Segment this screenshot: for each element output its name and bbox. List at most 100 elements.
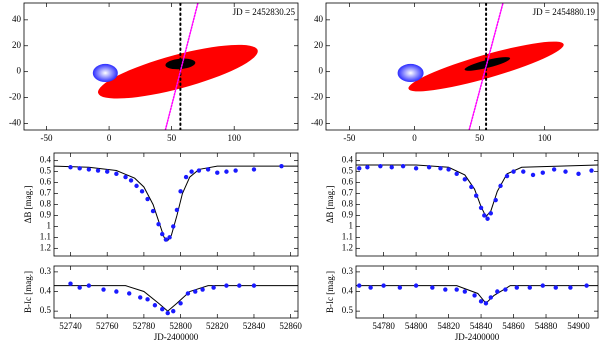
data-point xyxy=(178,301,183,306)
data-point xyxy=(233,168,238,173)
data-point xyxy=(478,205,484,210)
data-point xyxy=(493,197,498,203)
x-tick-label: 52780 xyxy=(133,321,156,331)
data-point xyxy=(150,208,156,214)
data-point xyxy=(185,291,191,296)
data-point xyxy=(495,289,500,294)
x-tick-label: 0 xyxy=(412,133,417,143)
y-tick-label: -40 xyxy=(9,118,21,128)
data-point xyxy=(527,285,532,290)
data-point xyxy=(478,299,484,304)
x-tick-label: 50 xyxy=(475,133,485,143)
data-point xyxy=(86,167,92,172)
data-point xyxy=(438,166,443,171)
y-tick-label: 1.1 xyxy=(342,231,353,241)
y-tick-label: 0.5 xyxy=(40,305,52,315)
plot-area xyxy=(54,281,298,316)
data-point xyxy=(485,216,490,221)
x-tick-label: 100 xyxy=(227,133,241,143)
plot-area xyxy=(356,283,598,306)
data-point xyxy=(114,171,119,177)
data-point xyxy=(365,165,370,170)
data-point xyxy=(174,207,180,213)
y-tick-label: 0 xyxy=(17,66,22,76)
y-axis-label: ΔB [mag.] xyxy=(325,186,335,224)
data-point xyxy=(488,295,494,300)
data-point xyxy=(551,167,557,172)
x-axis-label: JD-2400000 xyxy=(455,332,500,342)
y-tick-label: 0.7 xyxy=(342,188,354,198)
y-axis-label: ΔB [mag.] xyxy=(23,186,33,224)
data-point xyxy=(152,303,158,308)
x-tick-label: -50 xyxy=(343,133,355,143)
x-tick-label: 54820 xyxy=(437,321,460,331)
data-point xyxy=(488,211,494,216)
model-line xyxy=(356,164,598,218)
y-tick-label: 1 xyxy=(47,220,52,230)
data-point xyxy=(462,177,468,182)
data-point xyxy=(397,285,403,290)
x-tick-label: 0 xyxy=(107,133,112,143)
data-point xyxy=(400,163,406,169)
axes-frame xyxy=(355,265,599,319)
data-point xyxy=(77,285,82,290)
y-tick-label: 20 xyxy=(314,40,324,50)
model-line xyxy=(54,165,298,242)
data-point xyxy=(504,173,510,179)
y-tick-label: 0.4 xyxy=(40,286,52,296)
data-point xyxy=(472,293,477,298)
x-tick-label: 54900 xyxy=(567,321,590,331)
x-axis-label: JD-2400000 xyxy=(154,332,199,342)
data-point xyxy=(160,231,165,237)
data-point xyxy=(134,183,139,189)
plot-area xyxy=(397,3,564,130)
data-point xyxy=(196,168,202,173)
y-axis-label: B-Ic [mag.] xyxy=(23,271,33,313)
data-point xyxy=(189,169,194,174)
data-point xyxy=(514,285,519,290)
x-tick-label: 54840 xyxy=(470,321,493,331)
ellipse xyxy=(98,44,258,99)
data-point xyxy=(469,184,474,190)
ellipse xyxy=(92,63,118,83)
data-point xyxy=(563,169,568,174)
x-tick-label: 54880 xyxy=(535,321,558,331)
data-point xyxy=(86,283,92,288)
annotation: JD = 2452830.25 xyxy=(233,7,296,17)
data-point xyxy=(68,165,73,170)
y-tick-label: 40 xyxy=(314,14,324,24)
model-line xyxy=(54,285,298,312)
y-tick-label: 0.8 xyxy=(40,199,52,209)
data-point xyxy=(462,289,468,294)
x-tick-label: -50 xyxy=(41,133,53,143)
data-point xyxy=(205,167,211,172)
y-tick-label: 0.9 xyxy=(40,210,52,220)
data-point xyxy=(163,237,169,242)
axes-frame xyxy=(23,2,299,131)
x-tick-label: 54780 xyxy=(372,321,395,331)
data-point xyxy=(446,167,451,172)
x-tick-label: 52800 xyxy=(169,321,192,331)
axes-frame xyxy=(53,152,299,257)
line-dotted xyxy=(468,3,504,130)
data-point xyxy=(183,174,189,180)
data-point xyxy=(378,163,383,169)
axes-frame xyxy=(355,152,599,257)
y-tick-label: 0.4 xyxy=(342,155,354,165)
ellipse xyxy=(397,63,424,83)
data-point xyxy=(503,287,508,292)
x-tick-label: 52760 xyxy=(96,321,119,331)
data-point xyxy=(426,165,432,170)
annotation: JD = 2454880.19 xyxy=(533,7,596,17)
data-point xyxy=(105,169,110,174)
plot-area xyxy=(54,163,298,242)
data-point xyxy=(77,166,82,171)
data-point xyxy=(251,283,257,288)
x-tick-label: 54800 xyxy=(405,321,428,331)
data-point xyxy=(178,189,183,194)
data-point xyxy=(193,289,198,294)
data-point xyxy=(521,169,526,174)
x-tick-label: 52740 xyxy=(59,321,82,331)
axes-frame xyxy=(325,2,599,131)
data-point xyxy=(128,178,134,183)
